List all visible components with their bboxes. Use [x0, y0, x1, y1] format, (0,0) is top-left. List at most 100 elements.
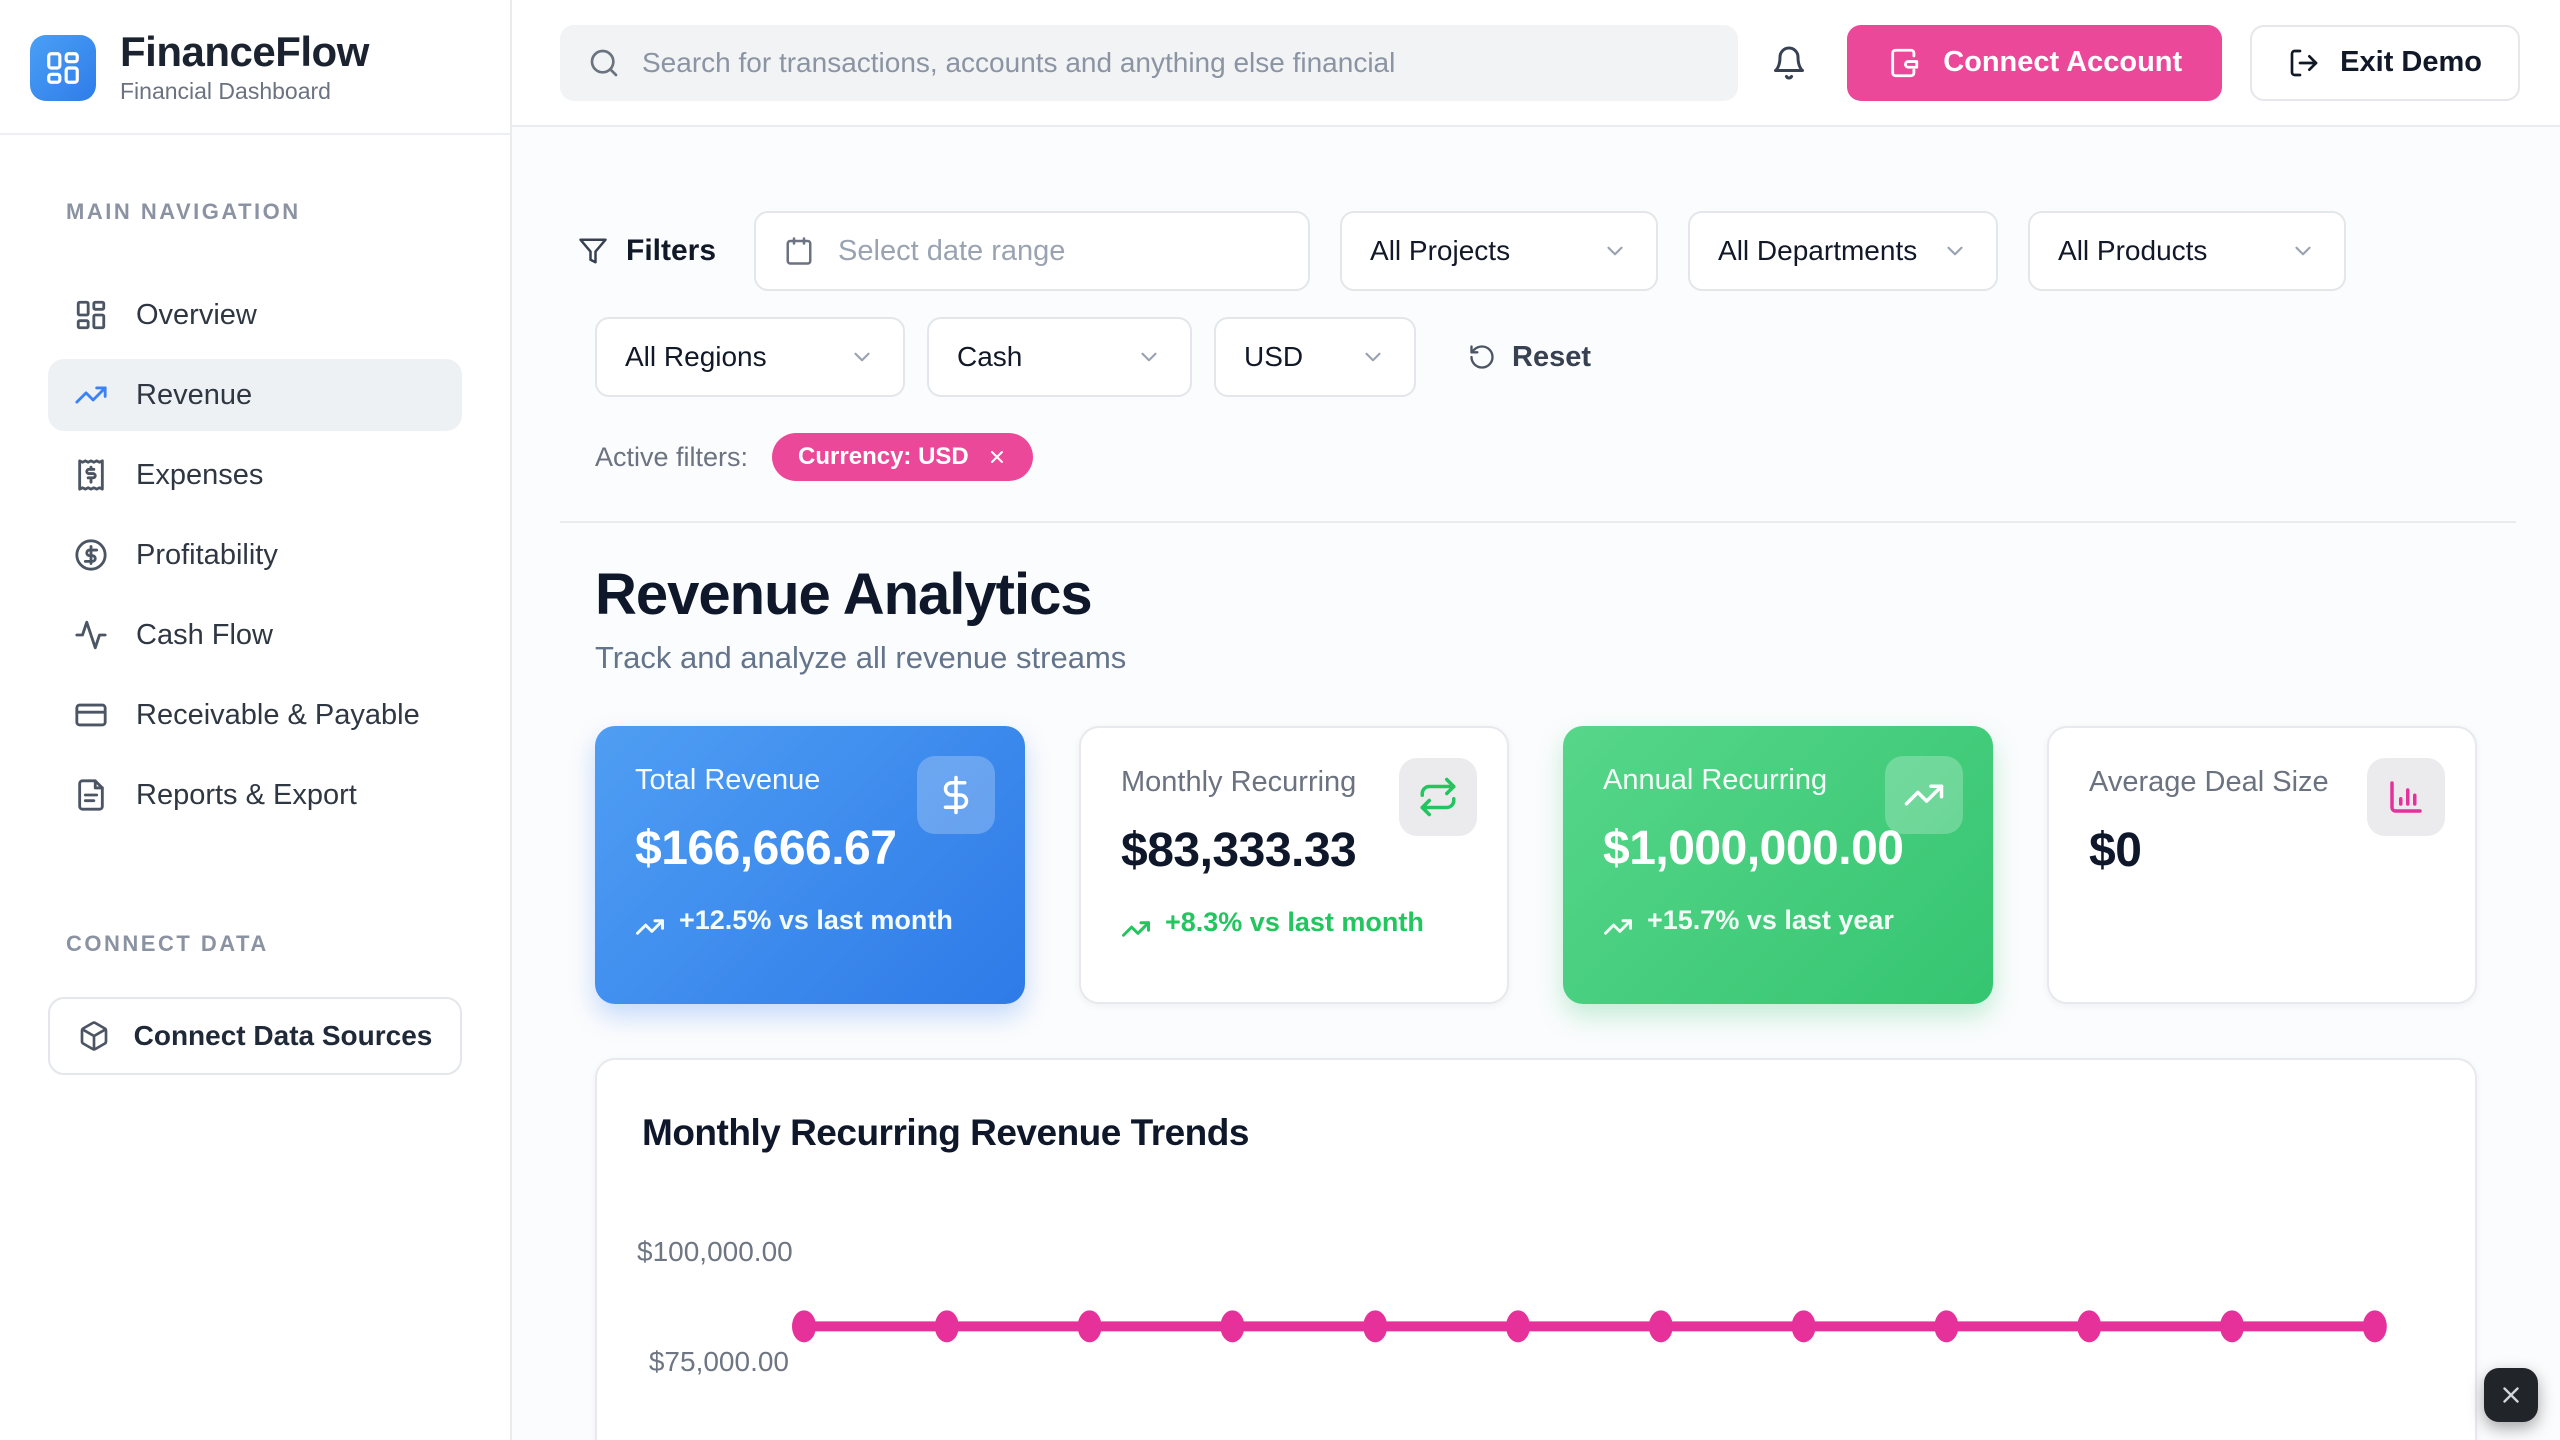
- close-icon: [2503, 1387, 2519, 1403]
- reset-label: Reset: [1512, 340, 1591, 373]
- data-point[interactable]: [1220, 1310, 1245, 1343]
- app-logo: [30, 34, 96, 101]
- close-widget-button[interactable]: [2484, 1368, 2538, 1422]
- chevron-down-icon: [2295, 246, 2311, 256]
- projects-select[interactable]: All Projects: [1340, 211, 1659, 291]
- nav-section-heading: MAIN NAVIGATION: [66, 199, 301, 225]
- sidebar-item-expenses[interactable]: Expenses: [48, 439, 462, 511]
- data-point[interactable]: [934, 1310, 959, 1343]
- products-select-value: All Products: [2058, 235, 2208, 266]
- data-point[interactable]: [2362, 1310, 2387, 1343]
- exit-demo-label: Exit Demo: [2340, 46, 2482, 78]
- date-range-placeholder: Select date range: [838, 234, 1066, 267]
- metric-card-annual-recurring: Annual Recurring $1,000,000.00 +15.7% vs…: [1563, 726, 1993, 1004]
- regions-select[interactable]: All Regions: [595, 317, 905, 397]
- sidebar-item-receivable-payable[interactable]: Receivable & Payable: [48, 679, 462, 751]
- close-icon[interactable]: [987, 447, 1007, 467]
- accounting-basis-value: Cash: [957, 341, 1023, 372]
- page-header: Revenue Analytics Track and analyze all …: [595, 561, 2516, 676]
- receipt-icon: [78, 459, 104, 491]
- page-subtitle: Track and analyze all revenue streams: [595, 640, 1127, 675]
- departments-select[interactable]: All Departments: [1688, 211, 1999, 291]
- sidebar-item-overview[interactable]: Overview: [48, 279, 462, 351]
- sidebar-item-label: Profitability: [136, 538, 278, 571]
- active-filters-label: Active filters:: [595, 441, 749, 472]
- chart-title: Monthly Recurring Revenue Trends: [642, 1112, 1249, 1153]
- metric-card-total-revenue: Total Revenue $166,666.67 +12.5% vs last…: [595, 726, 1025, 1004]
- sidebar-item-profitability[interactable]: Profitability: [48, 519, 462, 591]
- products-select[interactable]: All Products: [2028, 211, 2347, 291]
- sidebar-item-reports-export[interactable]: Reports & Export: [48, 759, 462, 831]
- projects-select-value: All Projects: [1370, 235, 1511, 266]
- sidebar-item-cash-flow[interactable]: Cash Flow: [48, 599, 462, 671]
- chevron-down-icon: [1141, 352, 1157, 362]
- metric-change: +8.3% vs last month: [1121, 904, 1467, 944]
- metric-change-text: +12.5% vs last month: [679, 905, 953, 935]
- search-icon: [590, 49, 618, 76]
- metric-value: $83,333.33: [1121, 824, 1357, 877]
- reset-filters-button[interactable]: Reset: [1468, 341, 1591, 374]
- sidebar-item-label: Reports & Export: [136, 778, 357, 811]
- global-search[interactable]: [560, 24, 1738, 101]
- connect-account-label: Connect Account: [1943, 46, 2183, 78]
- credit-card-icon: [75, 703, 107, 727]
- exit-demo-button[interactable]: Exit Demo: [2250, 24, 2520, 101]
- data-point[interactable]: [1791, 1310, 1816, 1343]
- metric-label: Monthly Recurring: [1121, 766, 1357, 798]
- trending-up-icon: [75, 386, 107, 404]
- bar-chart-icon: [2390, 781, 2422, 813]
- regions-select-value: All Regions: [625, 341, 767, 372]
- metric-change: +12.5% vs last month: [635, 902, 985, 942]
- metric-value: $0: [2089, 824, 2142, 877]
- filters-label-text: Filters: [626, 234, 717, 267]
- filter-row-1: Filters Select date range All Projects A…: [578, 211, 2516, 291]
- metric-change: +15.7% vs last year: [1603, 902, 1953, 942]
- filters-label: Filters: [578, 234, 716, 268]
- filter-row-2: All Regions Cash USD Reset: [595, 317, 2516, 397]
- funnel-icon: [579, 238, 607, 264]
- sidebar-item-label: Expenses: [136, 458, 264, 491]
- chip-label: Currency: USD: [798, 443, 969, 470]
- data-point[interactable]: [2220, 1310, 2244, 1343]
- mrr-line-chart: [792, 1310, 2387, 1343]
- connect-account-button[interactable]: Connect Account: [1847, 24, 2223, 101]
- data-point[interactable]: [1648, 1310, 1673, 1343]
- data-point[interactable]: [2077, 1310, 2102, 1343]
- metric-change-text: +8.3% vs last month: [1165, 907, 1424, 937]
- metric-value: $1,000,000.00: [1603, 822, 1904, 875]
- data-point[interactable]: [1934, 1310, 1959, 1343]
- metric-card-monthly-recurring: Monthly Recurring $83,333.33 +8.3% vs la…: [1079, 726, 1509, 1004]
- currency-select-value: USD: [1244, 341, 1304, 372]
- currency-select[interactable]: USD: [1214, 317, 1416, 397]
- brand-header: FinanceFlow Financial Dashboard: [0, 0, 510, 136]
- trending-up-icon: [1122, 921, 1150, 937]
- connect-data-sources-button[interactable]: Connect Data Sources: [48, 997, 462, 1076]
- sidebar-item-label: Overview: [136, 298, 257, 331]
- active-filter-chip-currency[interactable]: Currency: USD: [772, 433, 1033, 481]
- sidebar-item-revenue[interactable]: Revenue: [48, 359, 462, 432]
- data-point[interactable]: [1077, 1310, 1102, 1343]
- sidebar-item-label: Revenue: [136, 378, 253, 411]
- date-range-input[interactable]: Select date range: [754, 211, 1311, 291]
- active-filters-row: Active filters: Currency: USD: [595, 433, 2516, 481]
- data-point[interactable]: [1506, 1310, 1530, 1343]
- main-navigation: MAIN NAVIGATION Overview Revenue Expense…: [0, 135, 510, 831]
- calendar-icon: [786, 237, 812, 265]
- section-divider: [560, 521, 2516, 523]
- notifications-button[interactable]: [1771, 45, 1807, 81]
- data-point[interactable]: [1363, 1310, 1388, 1343]
- metric-value: $166,666.67: [635, 822, 897, 875]
- metric-label: Total Revenue: [635, 764, 821, 796]
- connect-data-sources-label: Connect Data Sources: [133, 1020, 433, 1052]
- chevron-down-icon: [1607, 246, 1623, 256]
- search-input[interactable]: [642, 46, 1710, 79]
- accounting-basis-select[interactable]: Cash: [927, 317, 1192, 397]
- metric-change-text: +15.7% vs last year: [1647, 905, 1894, 935]
- mrr-trends-chart-card: Monthly Recurring Revenue Trends $100,00…: [595, 1058, 2477, 1440]
- dashboard-grid-icon: [76, 300, 106, 330]
- data-point[interactable]: [792, 1310, 816, 1343]
- sidebar: FinanceFlow Financial Dashboard MAIN NAV…: [0, 0, 512, 1440]
- connect-data-heading: CONNECT DATA: [66, 931, 269, 957]
- dollar-icon: [943, 775, 969, 815]
- log-out-icon: [2290, 49, 2318, 76]
